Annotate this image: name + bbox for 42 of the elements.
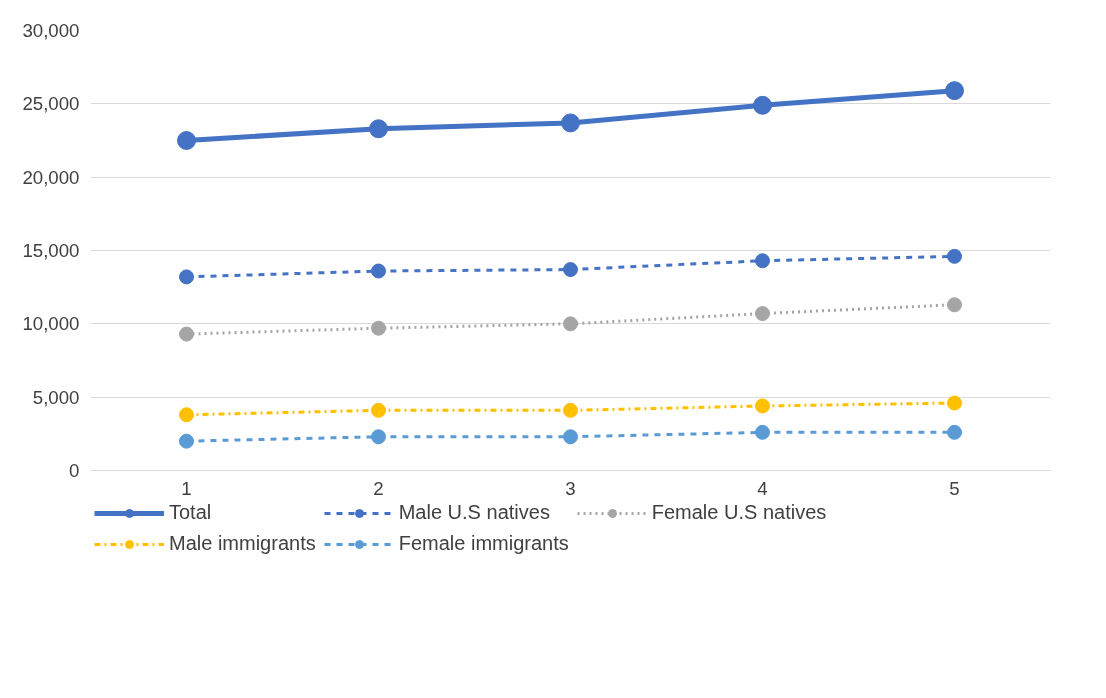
point: [371, 402, 386, 418]
point: [179, 326, 194, 342]
point: [755, 424, 770, 440]
point: [371, 320, 386, 336]
point: [755, 398, 770, 414]
point: [179, 269, 194, 285]
point: [371, 429, 386, 445]
x-tick-label: 5: [949, 477, 960, 499]
point: [561, 113, 580, 133]
point: [179, 407, 194, 423]
point: [945, 81, 964, 101]
y-tick-label: 20,000: [22, 166, 80, 188]
point: [369, 119, 388, 139]
point: [947, 395, 962, 411]
x-tick-label: 2: [373, 477, 384, 499]
legend-label: Female immigrants: [398, 532, 569, 555]
point: [755, 253, 770, 269]
y-tick-label: 5,000: [32, 386, 80, 408]
y-tick-label: 10,000: [22, 313, 80, 335]
point: [947, 297, 962, 313]
point: [563, 429, 578, 445]
y-tick-label: 30,000: [22, 20, 80, 41]
y-tick-label: 0: [69, 460, 80, 481]
point: [563, 402, 578, 418]
point: [755, 306, 770, 322]
y-tick-label: 25,000: [22, 93, 80, 115]
x-tick-label: 1: [181, 477, 192, 499]
point: [753, 95, 772, 115]
legend-label: Male immigrants: [169, 532, 316, 555]
point: [371, 263, 386, 279]
point: [177, 131, 196, 150]
point: [947, 248, 962, 264]
legend-label: Male U.S natives: [398, 501, 550, 524]
x-tick-label: 4: [757, 477, 768, 499]
legend-label: Total: [169, 501, 212, 524]
y-tick-label: 15,000: [22, 240, 80, 261]
point: [563, 262, 578, 278]
point: [947, 424, 962, 440]
legend-label: Female U.S natives: [651, 501, 827, 524]
x-tick-label: 3: [565, 477, 576, 499]
point: [563, 316, 578, 332]
point: [179, 433, 194, 449]
